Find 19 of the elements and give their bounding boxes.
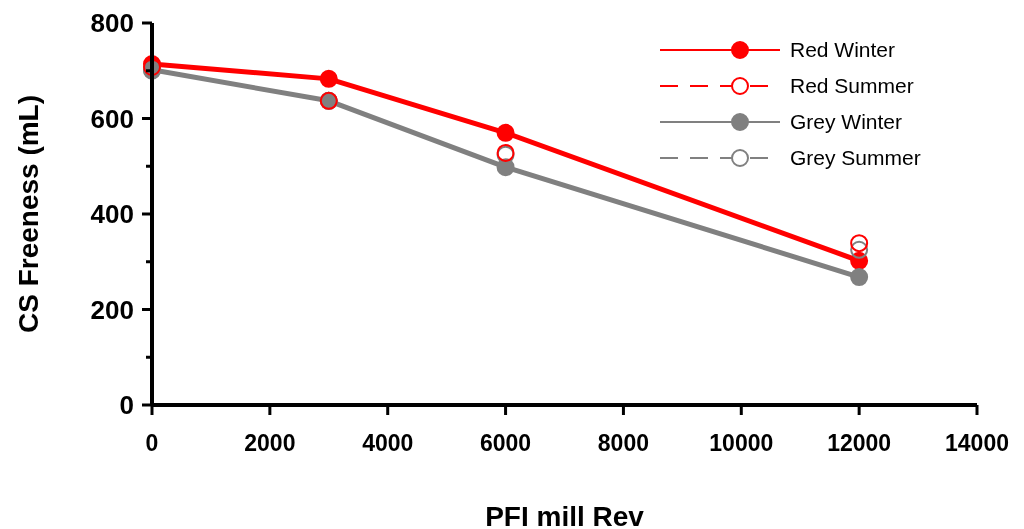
legend-label: Red Summer [790,74,914,98]
y-axis-title: CS Freeness (mL) [13,94,44,334]
x-tick-label: 2000 [244,430,296,456]
x-tick-label: 6000 [479,430,532,456]
y-tick-label: 200 [90,294,134,325]
y-tick-label: 800 [90,8,134,39]
y-tick-label: 600 [90,103,134,134]
legend-label: Grey Summer [790,146,921,170]
y-tick-label: 0 [119,390,134,421]
y-tick-label: 400 [90,199,134,230]
x-tick-label: 12000 [827,430,892,456]
x-tick-label: 8000 [597,430,650,456]
x-tick-label: 10000 [709,430,774,456]
legend-label: Grey Winter [790,110,903,134]
x-tick-label: 4000 [362,430,414,456]
x-axis-title: PFI mill Rev [485,501,645,529]
legend-label: Red Winter [790,38,896,62]
x-tick-label: 0 [145,430,159,456]
x-tick-label: 14000 [945,430,1009,456]
